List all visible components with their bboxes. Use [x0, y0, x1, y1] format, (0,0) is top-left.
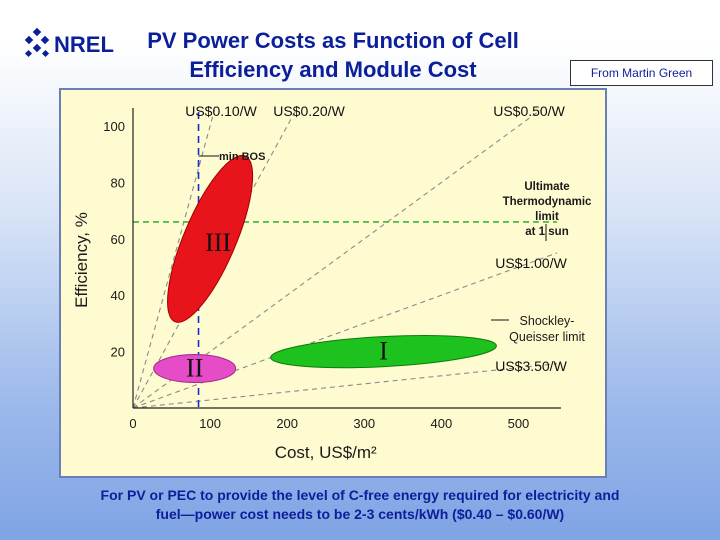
region-iii-ellipse	[167, 154, 254, 323]
region-iii-label: III	[205, 228, 231, 257]
cost-line-4	[132, 363, 558, 409]
cost-line-2	[132, 110, 542, 409]
thermo-label-line-1: Thermodynamic	[503, 196, 592, 208]
nrel-logo: NREL	[24, 27, 114, 58]
sq-label-line-0: Shockley-	[520, 314, 575, 328]
cost-line-label-4: US$3.50/W	[495, 358, 567, 374]
region-i-label: I	[379, 337, 388, 366]
x-tick-label-2: 200	[276, 416, 298, 431]
cost-line-label-1: US$0.20/W	[273, 103, 345, 119]
page-title: PV Power Costs as Function of Cell Effic…	[118, 26, 548, 84]
region-ii-label: II	[186, 354, 203, 383]
footer-line-1: For PV or PEC to provide the level of C-…	[100, 487, 620, 503]
footer-line-2: fuel—power cost needs to be 2-3 cents/kW…	[155, 506, 565, 522]
cost-line-label-3: US$1.00/W	[495, 255, 567, 271]
y-tick-label-3: 80	[111, 175, 125, 190]
thermo-label-line-3: at 1 sun	[525, 226, 568, 238]
y-tick-label-2: 60	[111, 232, 125, 247]
efficiency-cost-chart: 0 100 200 300 400 500 20 40 60 80 100 Cost, US$/m² E…	[72, 103, 592, 462]
y-axis-label: Efficiency, %	[72, 212, 91, 308]
cost-line-label-2: US$0.50/W	[493, 103, 565, 119]
title-line-2: Efficiency and Module Cost	[189, 57, 477, 82]
min-bos-label: min BOS	[219, 151, 265, 163]
title-line-1: PV Power Costs as Function of Cell	[147, 28, 519, 53]
footer-note: For PV or PEC to provide the level of C-…	[20, 486, 700, 524]
y-tick-label-4: 100	[103, 119, 125, 134]
sq-label-line-1: Queisser limit	[509, 330, 585, 344]
x-tick-label-5: 500	[508, 416, 530, 431]
x-axis-label: Cost, US$/m²	[275, 443, 377, 462]
region-ii-ellipse	[153, 354, 237, 384]
credit-box: From Martin Green	[570, 60, 713, 86]
region-i-ellipse	[270, 335, 497, 369]
chart-panel: 0 100 200 300 400 500 20 40 60 80 100 Cost, US$/m² E…	[59, 88, 607, 478]
thermo-label-line-2: limit	[535, 211, 559, 223]
nrel-logo-text: NREL	[54, 32, 114, 57]
cost-line-label-0: US$0.10/W	[185, 103, 257, 119]
x-tick-label-3: 300	[353, 416, 375, 431]
y-tick-label-0: 20	[111, 345, 125, 360]
credit-text: From Martin Green	[590, 66, 693, 80]
x-tick-label-4: 400	[431, 416, 453, 431]
y-tick-label-1: 40	[111, 288, 125, 303]
x-tick-label-0: 0	[129, 416, 136, 431]
x-tick-label-1: 100	[199, 416, 221, 431]
nrel-logo-icon	[24, 27, 50, 58]
thermo-label-line-0: Ultimate	[524, 181, 569, 193]
